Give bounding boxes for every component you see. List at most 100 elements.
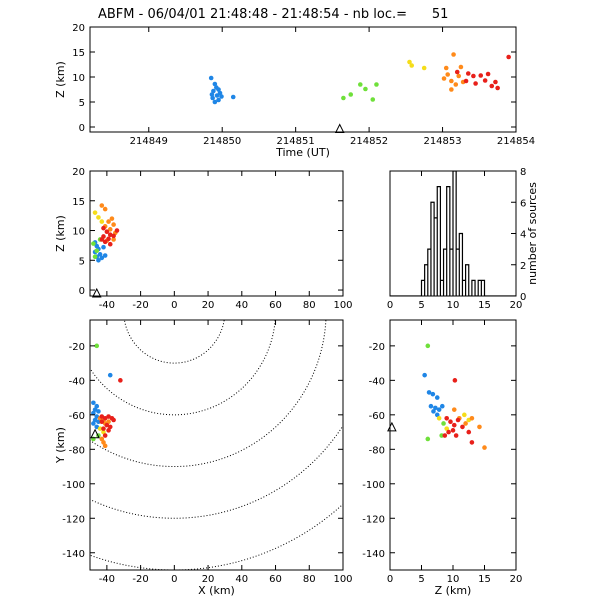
- source-point: [94, 343, 100, 349]
- source-point: [439, 433, 444, 438]
- y-tick-label: -80: [69, 445, 85, 456]
- source-point: [458, 64, 464, 70]
- source-point: [96, 257, 101, 263]
- y-tick-label: 8: [520, 167, 526, 178]
- x-tick-label: 20: [202, 574, 215, 585]
- source-point: [436, 415, 442, 421]
- source-point: [96, 215, 101, 220]
- source-point: [109, 216, 115, 221]
- source-point: [443, 65, 449, 71]
- source-point: [107, 241, 113, 247]
- x-tick-label: 40: [235, 574, 248, 585]
- source-point: [454, 69, 460, 75]
- source-point: [99, 255, 105, 261]
- source-point: [210, 95, 215, 101]
- source-point: [453, 82, 459, 87]
- x-height-panel: -40 -20 0 20 40 60 80 100 0 5 10 15 20 Z (km): [54, 167, 353, 311]
- source-point: [209, 92, 215, 97]
- x-tick-label: -20: [132, 300, 148, 311]
- source-point: [94, 248, 100, 254]
- source-point: [101, 426, 106, 431]
- x-tick-label: 5: [418, 300, 424, 311]
- y-tick-label: 10: [72, 73, 85, 84]
- data-layer: [422, 343, 487, 450]
- data-layer: [90, 320, 343, 570]
- source-point: [104, 229, 110, 235]
- y-tick-label: -100: [62, 480, 85, 491]
- y-axis-label: Y (km): [54, 427, 67, 464]
- source-point: [471, 73, 476, 79]
- plan-view-panel: -40 -20 0 20 40 60 80 100 -20 -40 -60 -80 -100 -120 -1…: [54, 319, 353, 597]
- source-point: [101, 244, 106, 250]
- y-tick-label: 10: [72, 227, 85, 238]
- station-triangle: [334, 123, 345, 133]
- source-point: [99, 436, 105, 442]
- source-point: [445, 72, 450, 77]
- source-point: [216, 87, 221, 92]
- source-point: [214, 93, 220, 98]
- source-point: [107, 372, 113, 378]
- source-point: [97, 252, 103, 257]
- source-point: [425, 436, 431, 442]
- source-point: [466, 429, 472, 435]
- y-tick-label: 0: [79, 123, 85, 134]
- source-point: [460, 424, 465, 430]
- y-tick-label: 6: [520, 198, 526, 209]
- y-tick-label: -140: [362, 549, 385, 560]
- x-tick-label: 15: [478, 300, 491, 311]
- x-tick-label: 10: [447, 300, 460, 311]
- source-point: [477, 424, 482, 430]
- data-layer: [91, 203, 120, 263]
- source-point: [102, 433, 108, 438]
- y-tick-label: -80: [369, 445, 385, 456]
- x-tick-label: 214853: [423, 136, 461, 147]
- y-tick-label: -20: [69, 342, 85, 353]
- source-point: [230, 94, 236, 100]
- source-point: [449, 78, 454, 84]
- source-point: [363, 86, 368, 92]
- x-tick-label: 20: [510, 300, 523, 311]
- source-point: [431, 409, 436, 414]
- source-point: [106, 236, 111, 242]
- source-point: [102, 239, 108, 245]
- source-point: [111, 233, 116, 239]
- source-point: [374, 82, 379, 87]
- y-tick-label: 0: [520, 292, 526, 303]
- y-tick-label: 15: [72, 48, 85, 59]
- y-tick-label: -100: [362, 480, 385, 491]
- source-point: [102, 443, 108, 449]
- source-point: [465, 71, 471, 76]
- source-point: [91, 410, 96, 416]
- source-point: [421, 65, 427, 71]
- source-point: [106, 419, 111, 425]
- x-tick-label: 40: [235, 300, 248, 311]
- y-tick-label: -120: [62, 514, 85, 525]
- source-point: [441, 421, 446, 426]
- x-tick-label: 20: [202, 300, 215, 311]
- range-ring: [90, 503, 343, 570]
- source-point: [430, 391, 436, 397]
- y-tick-label: -40: [69, 376, 85, 387]
- x-tick-label: 0: [171, 574, 177, 585]
- y-tick-label: -140: [62, 549, 85, 560]
- source-point: [211, 88, 216, 94]
- source-point: [111, 222, 116, 227]
- source-point: [409, 63, 415, 68]
- height-y-panel: 0 5 10 15 20 -20 -40 -60 -80 -100 -120 -140 Z (km): [362, 319, 522, 597]
- source-point: [485, 71, 491, 77]
- x-tick-label: -40: [99, 300, 115, 311]
- source-point: [118, 378, 123, 383]
- x-tick-label: 5: [418, 574, 424, 585]
- y-tick-label: -60: [369, 411, 385, 422]
- source-point: [101, 225, 106, 231]
- source-point: [450, 428, 456, 433]
- source-point: [111, 237, 116, 242]
- source-point: [449, 87, 454, 92]
- y-tick-label: -120: [362, 514, 385, 525]
- x-axis-label: Z (km): [435, 584, 472, 597]
- source-point: [111, 417, 116, 423]
- source-point: [444, 426, 450, 431]
- source-point: [92, 210, 98, 215]
